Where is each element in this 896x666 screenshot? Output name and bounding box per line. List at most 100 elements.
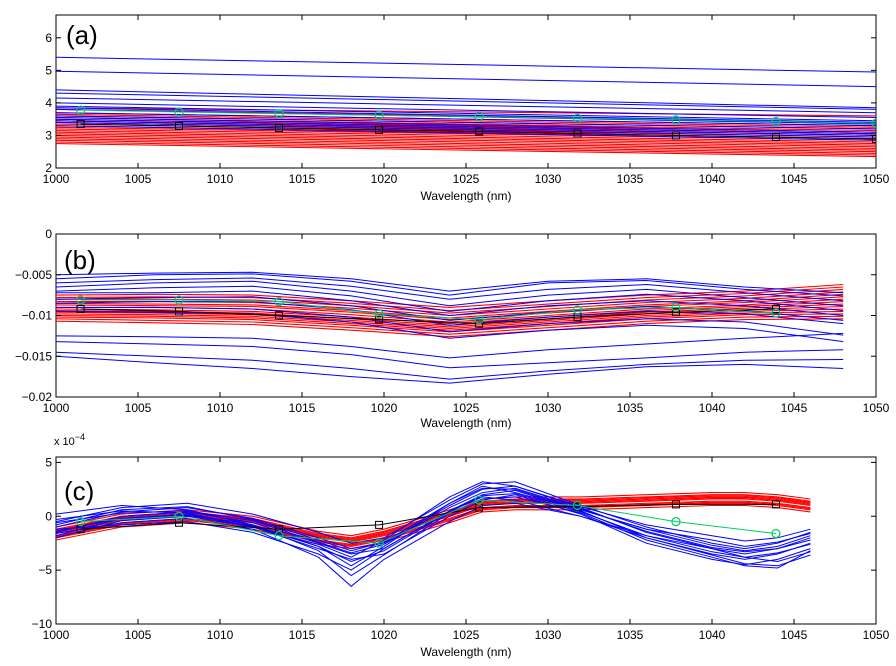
blue-series-line (56, 56, 876, 73)
circle-marker (671, 302, 681, 312)
red-series-line (56, 134, 876, 150)
y-tick-label: 0 (45, 509, 52, 523)
x-tick-label: 1020 (371, 401, 398, 415)
square-marker (475, 127, 484, 136)
x-tick-label: 1030 (535, 172, 562, 186)
square-marker (771, 133, 780, 142)
x-tick-label: 1015 (289, 628, 316, 642)
x-tick-label: 1045 (781, 628, 808, 642)
square-marker (671, 500, 680, 509)
square-marker (275, 311, 284, 320)
blue-series-line (56, 487, 811, 552)
circle-marker (572, 500, 583, 511)
x-tick-label: 1010 (207, 628, 234, 642)
y-tick-label: −0.01 (22, 309, 53, 323)
blue-series-line (56, 351, 844, 380)
blue-series-line (56, 487, 811, 554)
blue-series-line (56, 277, 844, 302)
blue-series-line (56, 92, 876, 110)
red-series-line (56, 139, 876, 154)
x-tick-label: 1005 (125, 628, 152, 642)
square-marker (275, 123, 284, 132)
circle-marker (274, 109, 284, 119)
plot-lines (56, 56, 876, 158)
blue-series-line (56, 310, 844, 343)
blue-series-line (56, 70, 876, 88)
x-tick-label: 1050 (863, 401, 890, 415)
y-tick-label: 5 (45, 63, 52, 77)
red-series-line (56, 136, 876, 151)
blue-series-line (56, 97, 876, 114)
mean-line-green (80, 109, 876, 124)
y-tick-label: 4 (45, 96, 52, 110)
x-tick-label: 1005 (125, 401, 152, 415)
blue-series-line (56, 494, 811, 566)
x-tick-label: 1045 (781, 172, 808, 186)
circle-marker (474, 314, 484, 325)
red-series-line (56, 138, 876, 153)
x-tick-label: 1025 (453, 401, 480, 415)
blue-series-line (56, 481, 811, 550)
x-tick-label: 1015 (289, 172, 316, 186)
circle-marker (572, 305, 583, 315)
blue-series-line (56, 285, 844, 312)
panel-b: 1000 1005 1010 1015 1020 1025 1030 1035 1040 1045… (15, 227, 890, 430)
square-marker (671, 308, 680, 317)
red-series-line (56, 494, 811, 539)
circle-marker (474, 111, 484, 122)
x-tick-label: 1005 (125, 172, 152, 186)
blue-series-line (56, 120, 876, 136)
panel-label: (c) (64, 476, 94, 506)
y-tick-label: −0.015 (15, 349, 52, 363)
mean-line-black (80, 308, 777, 325)
x-tick-label: 1000 (43, 401, 70, 415)
blue-series-line (56, 125, 876, 141)
y-tick-label: −5 (38, 563, 52, 577)
square-marker (76, 120, 85, 129)
y-tick-label: 3 (45, 128, 52, 142)
square-marker (475, 319, 484, 328)
circle-marker (75, 295, 86, 305)
x-tick-label: 1010 (207, 401, 234, 415)
x-tick-label: 1000 (43, 628, 70, 642)
circle-marker (374, 110, 384, 120)
x-tick-label: 1025 (453, 172, 480, 186)
circle-marker (771, 308, 781, 318)
blue-series-line (56, 301, 844, 326)
blue-series-line (56, 107, 876, 123)
blue-series-line (56, 105, 876, 122)
red-series-line (56, 130, 876, 145)
panel-c: 1000 1005 1010 1015 1020 1025 1030 1035 1040 1045… (32, 432, 890, 659)
x-tick-label: 1025 (453, 628, 480, 642)
x-tick-label: 1030 (535, 628, 562, 642)
panel-label: (a) (66, 20, 98, 50)
circle-marker (75, 105, 86, 115)
blue-series-line (56, 271, 844, 294)
blue-series-line (56, 112, 876, 127)
x-tick-label: 1010 (207, 172, 234, 186)
x-tick-label: 1035 (617, 401, 644, 415)
square-marker (275, 525, 284, 534)
mean-line-green (80, 299, 777, 321)
circle-marker (374, 538, 384, 548)
red-series-line (56, 131, 876, 146)
circle-marker (174, 107, 184, 117)
square-marker (175, 307, 183, 316)
blue-series-line (56, 117, 876, 133)
square-marker (771, 500, 780, 509)
x-tick-label: 1000 (43, 172, 70, 186)
square-marker (573, 129, 582, 138)
red-series-line (56, 315, 844, 335)
square-marker (375, 520, 384, 529)
plot-lines (56, 481, 811, 587)
x-axis-label: Wavelength (nm) (421, 645, 512, 659)
red-series-line (56, 128, 876, 143)
blue-series-line (56, 273, 844, 297)
red-series-line (56, 113, 876, 128)
red-series-line (56, 143, 876, 158)
blue-series-line (56, 115, 876, 130)
blue-series-line (56, 306, 844, 336)
panel-a: 1000 1005 1010 1015 1020 1025 1030 1035 1040 1045… (43, 14, 890, 203)
x-axis-label: Wavelength (nm) (421, 416, 512, 430)
